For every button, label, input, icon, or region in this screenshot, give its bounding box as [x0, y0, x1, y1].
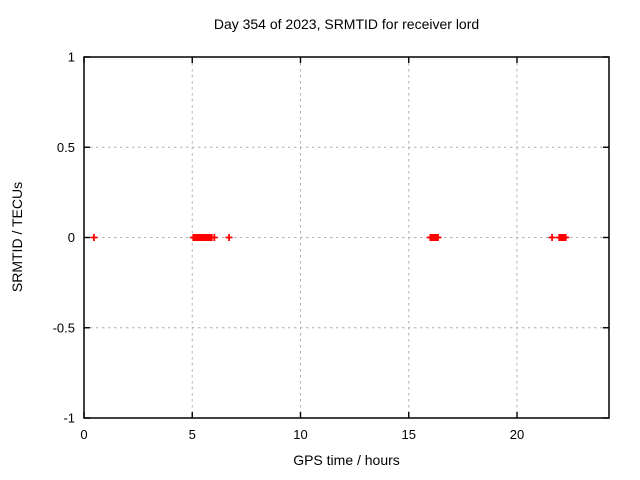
data-marker: [434, 234, 442, 241]
data-marker: [562, 234, 570, 241]
y-tick-label: 1: [68, 50, 75, 65]
y-tick-label: -0.5: [53, 320, 75, 335]
x-tick-label: 0: [80, 427, 87, 442]
y-tick-label: 0: [68, 230, 75, 245]
data-marker: [210, 234, 218, 241]
data-marker: [548, 234, 556, 241]
data-marker: [90, 234, 98, 241]
x-tick-label: 20: [510, 427, 524, 442]
x-axis-label: GPS time / hours: [293, 452, 400, 468]
data-marker: [225, 234, 233, 241]
plot-border: [83, 56, 610, 419]
x-tick-label: 10: [293, 427, 307, 442]
x-tick-label: 15: [402, 427, 416, 442]
chart-title: Day 354 of 2023, SRMTID for receiver lor…: [213, 16, 480, 32]
y-tick-label: 0.5: [57, 140, 75, 155]
y-tick-label: -1: [63, 411, 75, 426]
x-tick-label: 5: [189, 427, 196, 442]
